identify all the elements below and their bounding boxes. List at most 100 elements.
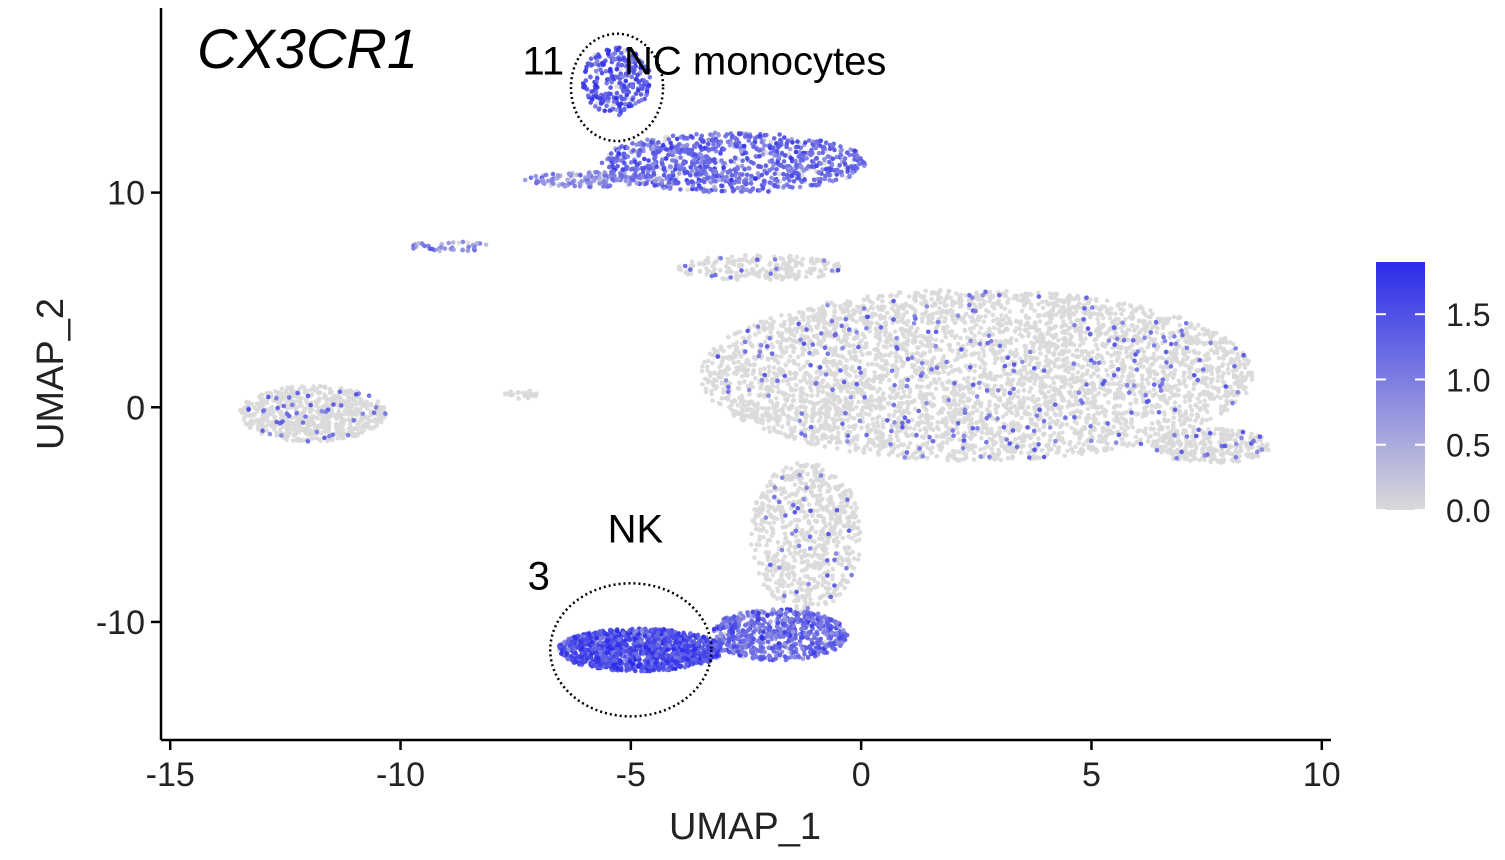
- cell-point: [962, 376, 967, 382]
- cell-point: [1123, 418, 1129, 424]
- cell-point: [1242, 375, 1247, 381]
- cell-point: [824, 383, 829, 389]
- cell-point: [1051, 380, 1057, 386]
- cell-point: [1043, 354, 1049, 359]
- cell-point: [976, 351, 981, 356]
- cell-point: [731, 371, 737, 376]
- cell-point: [957, 369, 963, 374]
- cell-point: [859, 338, 864, 344]
- cell-point: [950, 309, 955, 314]
- cell-point: [850, 317, 855, 323]
- cell-point: [1094, 305, 1100, 311]
- cell-point: [1171, 392, 1177, 398]
- cell-point: [981, 353, 987, 359]
- cell-point: [1059, 305, 1065, 311]
- cell-point: [858, 387, 864, 393]
- cell-point: [1187, 370, 1192, 375]
- cell-point: [905, 399, 910, 405]
- cell-point: [820, 389, 825, 395]
- cell-point: [996, 350, 1002, 356]
- cell-point: [786, 575, 792, 580]
- cell-point: [1084, 371, 1090, 377]
- cell-point: [1100, 315, 1106, 321]
- cell-point: [961, 456, 967, 462]
- cell-point: [1031, 325, 1037, 330]
- cell-point: [856, 519, 861, 524]
- cell-point: [817, 487, 823, 493]
- cell-point: [913, 456, 919, 461]
- cell-point: [1041, 374, 1046, 380]
- cell-point: [1066, 399, 1072, 404]
- cell-point: [802, 399, 807, 405]
- cell-point: [1028, 417, 1033, 422]
- cell-point: [1067, 338, 1073, 343]
- cell-point: [854, 404, 859, 410]
- cell-point: [1258, 438, 1263, 443]
- cell-point: [1143, 412, 1149, 418]
- cell-point: [1028, 435, 1033, 441]
- cell-point: [1218, 404, 1224, 409]
- cell-point: [933, 386, 939, 392]
- cell-point: [888, 293, 893, 299]
- cell-point: [982, 446, 987, 451]
- cell-point: [826, 439, 832, 445]
- cell-point: [804, 414, 809, 419]
- cell-point: [839, 409, 845, 414]
- cell-point: [1224, 430, 1229, 436]
- cell-point: [1151, 387, 1156, 392]
- cell-point: [820, 304, 825, 309]
- cell-point: [1216, 365, 1222, 370]
- cell-point: [1101, 322, 1106, 328]
- cell-point: [1046, 339, 1052, 345]
- cell-point: [721, 348, 726, 354]
- cell-point: [1045, 331, 1050, 337]
- cell-point: [903, 431, 908, 436]
- cell-point: [700, 262, 705, 267]
- cell-point: [927, 349, 933, 354]
- cell-point: [1112, 351, 1117, 357]
- cell-point: [1074, 309, 1079, 314]
- cell-point: [898, 290, 903, 296]
- cell-point: [1068, 377, 1073, 382]
- cell-point: [1120, 437, 1125, 442]
- cell-point: [1091, 386, 1097, 391]
- cell-point: [867, 447, 873, 452]
- cell-point: [889, 350, 894, 356]
- cell-point: [999, 313, 1004, 318]
- cell-point: [788, 258, 793, 263]
- cell-point: [984, 431, 989, 436]
- cell-point: [1080, 340, 1086, 346]
- cell-point: [762, 394, 767, 400]
- cell-point: [1059, 310, 1064, 316]
- cell-point: [1170, 355, 1176, 361]
- cell-point: [768, 413, 773, 419]
- cell-point: [789, 581, 795, 587]
- cell-point: [1054, 450, 1060, 455]
- cell-point: [1086, 416, 1091, 421]
- cell-point: [1042, 344, 1048, 350]
- cell-point: [1036, 397, 1041, 402]
- cell-point: [1196, 332, 1202, 337]
- cell-point: [1249, 377, 1255, 383]
- cell-point: [928, 381, 934, 386]
- cell-point: [1167, 395, 1173, 401]
- cell-point: [1220, 362, 1226, 367]
- cell-point: [871, 378, 876, 384]
- cell-point: [1085, 390, 1091, 396]
- cell-point: [966, 447, 971, 453]
- cell-point: [793, 387, 798, 393]
- cell-point: [895, 367, 900, 372]
- cell-point: [794, 254, 800, 260]
- cell-point: [1016, 405, 1022, 411]
- cell-point: [1005, 300, 1010, 306]
- cell-point: [783, 327, 789, 333]
- cell-point: [1095, 346, 1100, 352]
- cell-point: [1229, 444, 1234, 450]
- cell-point: [1008, 395, 1013, 401]
- cell-point: [938, 347, 943, 353]
- cell-point: [835, 353, 840, 358]
- cell-point: [1105, 441, 1110, 447]
- cell-point: [1076, 440, 1082, 446]
- cell-point: [1230, 349, 1236, 355]
- cell-point: [828, 428, 834, 433]
